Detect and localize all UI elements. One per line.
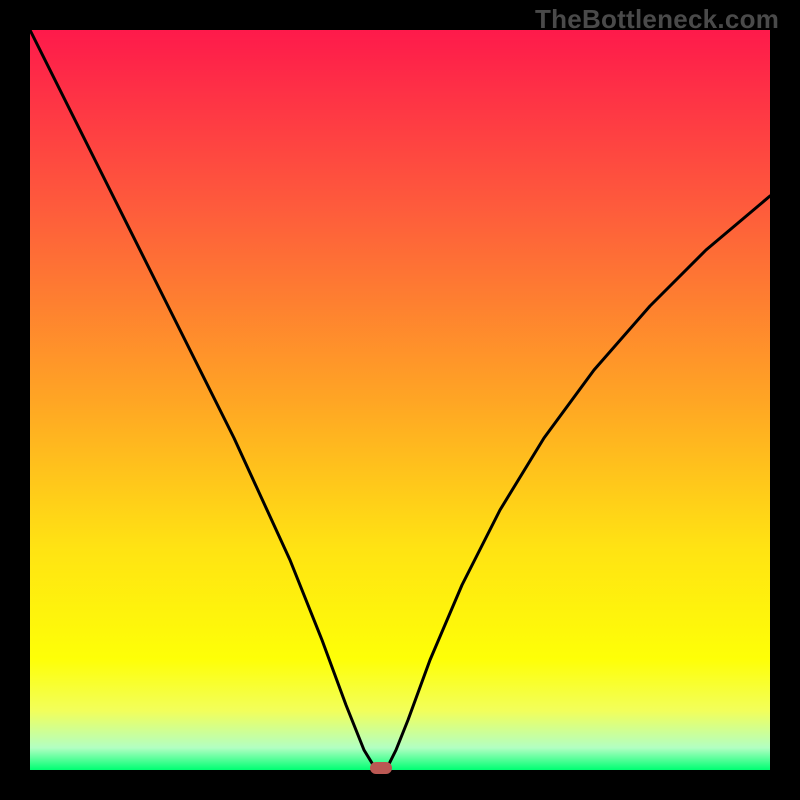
bottleneck-curve [30,30,770,769]
watermark-text: TheBottleneck.com [535,4,779,35]
curve-overlay [0,0,800,800]
optimum-marker [370,762,392,774]
